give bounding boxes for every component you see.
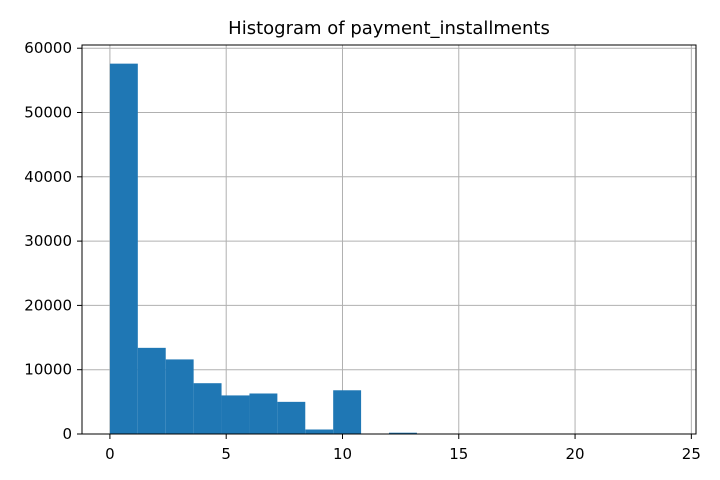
y-tick-label: 60000	[24, 39, 72, 57]
x-tick-label: 10	[333, 445, 352, 463]
x-tick-label: 25	[682, 445, 701, 463]
bars-layer	[109, 63, 669, 435]
y-tick-label: 10000	[24, 361, 72, 379]
histogram-bar	[137, 347, 166, 434]
y-tick-label: 30000	[24, 232, 72, 250]
y-tick-label: 0	[62, 425, 72, 443]
histogram-bar	[305, 429, 334, 434]
y-tick-label: 50000	[24, 104, 72, 122]
chart-title: Histogram of payment_installments	[228, 18, 550, 39]
histogram-bar	[389, 432, 417, 434]
plot-frame	[81, 44, 697, 435]
x-tick-label: 20	[566, 445, 585, 463]
x-tick-label: 5	[221, 445, 231, 463]
histogram-bar	[333, 390, 362, 434]
histogram-bar	[165, 359, 194, 434]
histogram-bar	[221, 395, 250, 434]
histogram-bar	[277, 401, 306, 434]
ticks-layer: 0 5 10 15 20 25 0 10000 20000 30000 40000 50000 6000…	[24, 39, 701, 463]
histogram-bar	[109, 63, 138, 435]
histogram-bar	[193, 383, 222, 434]
y-tick-label: 20000	[24, 296, 72, 314]
y-tick-label: 40000	[24, 168, 72, 186]
x-tick-label: 15	[449, 445, 468, 463]
axes-layer	[81, 44, 697, 435]
x-tick-label: 0	[105, 445, 115, 463]
histogram-bar	[249, 393, 278, 434]
